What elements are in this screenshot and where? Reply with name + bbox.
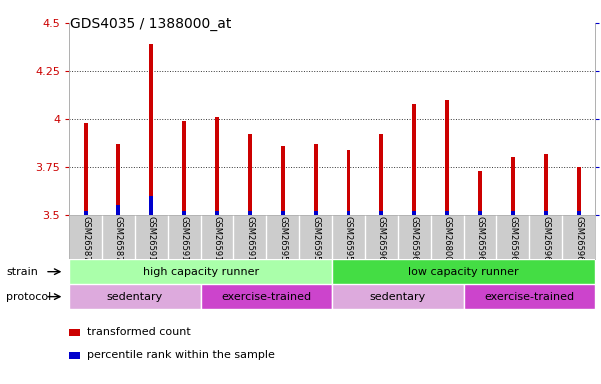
Text: high capacity runner: high capacity runner (142, 266, 258, 277)
Bar (347, 211, 350, 215)
Text: GSM265965: GSM265965 (574, 216, 583, 267)
Bar (69, 284, 201, 309)
Bar (117, 205, 120, 215)
Bar (544, 154, 548, 215)
Text: GSM265957: GSM265957 (278, 216, 287, 267)
Text: GSM265870: GSM265870 (81, 216, 90, 267)
Bar (281, 211, 285, 215)
Bar (544, 211, 548, 215)
Bar (445, 100, 449, 215)
Bar (182, 211, 186, 215)
Text: exercise-trained: exercise-trained (221, 291, 311, 302)
Text: GSM265960: GSM265960 (377, 216, 386, 267)
Bar (412, 104, 416, 215)
Bar (445, 211, 449, 215)
Bar (149, 44, 153, 215)
Bar (69, 259, 332, 284)
Text: GSM265963: GSM265963 (508, 216, 517, 267)
Text: GSM265915: GSM265915 (213, 216, 222, 267)
Bar (215, 117, 219, 215)
Bar (215, 211, 219, 215)
Text: GSM265959: GSM265959 (344, 216, 353, 267)
Text: transformed count: transformed count (87, 327, 191, 337)
Bar (201, 284, 332, 309)
Bar (314, 211, 317, 215)
Text: protocol: protocol (6, 291, 51, 302)
Bar (412, 211, 416, 215)
Text: GSM265916: GSM265916 (245, 216, 254, 267)
Text: GSM265913: GSM265913 (147, 216, 156, 267)
Bar (379, 211, 383, 215)
Text: sedentary: sedentary (107, 291, 163, 302)
Bar (347, 150, 350, 215)
Bar (379, 134, 383, 215)
Text: GSM265961: GSM265961 (410, 216, 419, 267)
Bar (69, 352, 80, 359)
Text: sedentary: sedentary (370, 291, 426, 302)
Bar (576, 167, 581, 215)
Bar (511, 211, 515, 215)
Bar (69, 329, 80, 336)
Bar (84, 123, 88, 215)
Text: GSM268007: GSM268007 (442, 216, 451, 267)
Bar (149, 196, 153, 215)
Bar (248, 211, 252, 215)
Bar (332, 284, 463, 309)
Text: GSM265964: GSM265964 (541, 216, 550, 267)
Bar (478, 171, 482, 215)
Bar (314, 144, 317, 215)
Bar (84, 211, 88, 215)
Text: exercise-trained: exercise-trained (484, 291, 575, 302)
Bar (511, 157, 515, 215)
Text: GSM265872: GSM265872 (114, 216, 123, 267)
Bar (332, 259, 595, 284)
Bar (281, 146, 285, 215)
Text: GSM265958: GSM265958 (311, 216, 320, 267)
Text: GSM265914: GSM265914 (180, 216, 189, 267)
Bar (463, 284, 595, 309)
Text: strain: strain (6, 266, 38, 277)
Text: GDS4035 / 1388000_at: GDS4035 / 1388000_at (70, 17, 231, 31)
Text: low capacity runner: low capacity runner (408, 266, 519, 277)
Bar (182, 121, 186, 215)
Text: percentile rank within the sample: percentile rank within the sample (87, 350, 275, 360)
Bar (478, 211, 482, 215)
Text: GSM265962: GSM265962 (475, 216, 484, 267)
Bar (576, 211, 581, 215)
Bar (117, 144, 120, 215)
Bar (248, 134, 252, 215)
